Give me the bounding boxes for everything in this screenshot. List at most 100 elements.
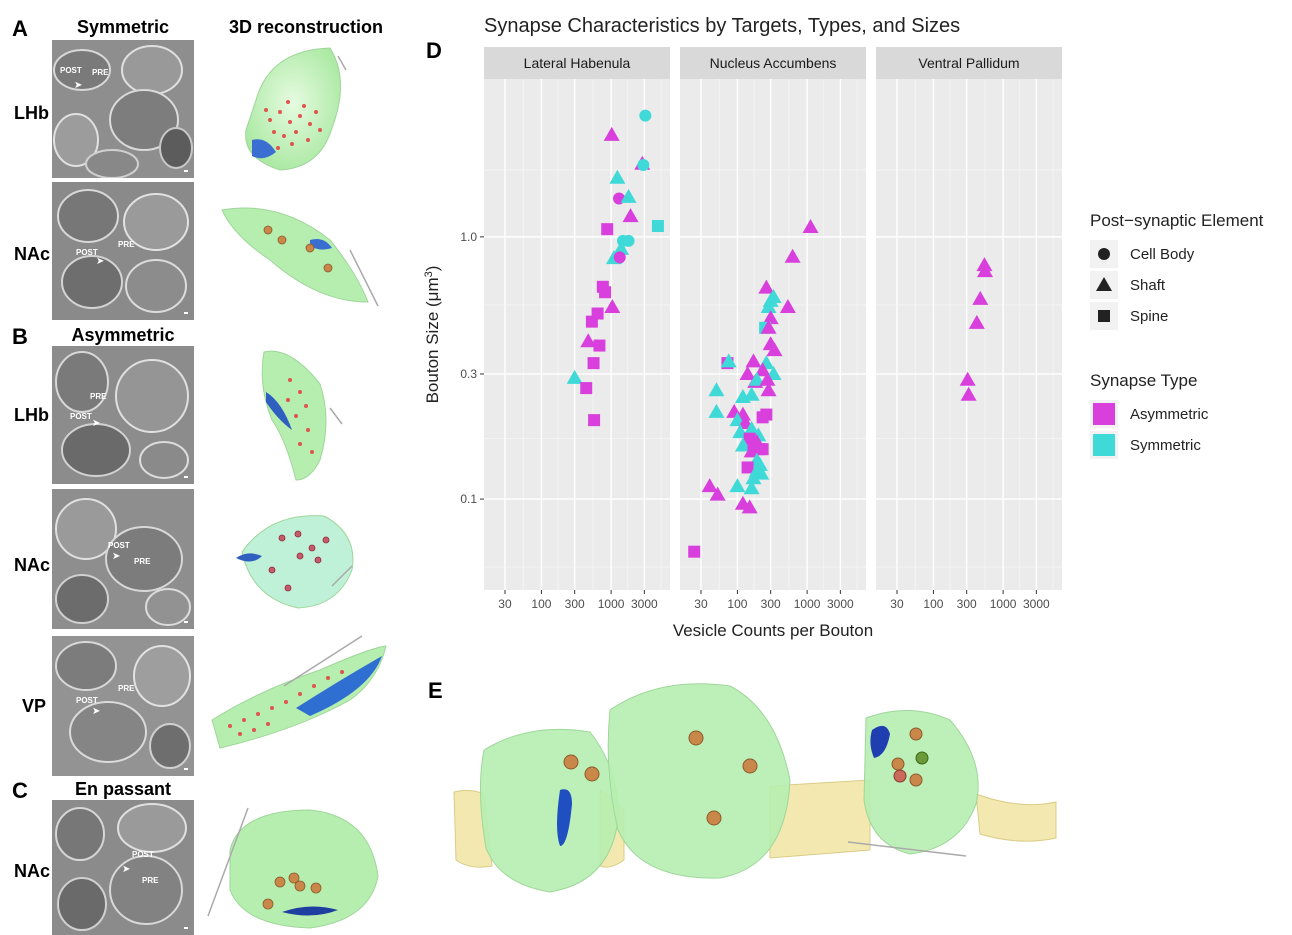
em-label-pre: PRE <box>92 68 109 77</box>
reconstruction-lhb-asymmetric <box>261 350 343 481</box>
bouton-1 <box>479 728 619 893</box>
x-tick-label: 300 <box>957 597 977 611</box>
em-micrograph-nac-symmetric: POST PRE ➤ <box>52 182 194 320</box>
data-point <box>760 382 777 397</box>
x-tick-label: 1000 <box>794 597 821 611</box>
scale-bar <box>184 927 188 929</box>
reconstruction-lhb-symmetric <box>245 47 347 171</box>
data-point <box>756 443 769 456</box>
em-texture <box>52 636 194 776</box>
data-point <box>620 188 637 203</box>
row-label-lhb-a: LHb <box>14 103 49 123</box>
em-label-pre: PRE <box>90 392 107 401</box>
x-tick-label: 30 <box>498 597 512 611</box>
data-point <box>741 461 754 474</box>
em-label-post: POST <box>108 541 130 550</box>
legend-label: Cell Body <box>1130 246 1195 263</box>
data-point <box>566 369 583 384</box>
row-label-vp-b: VP <box>22 696 47 716</box>
facet-label: Ventral Pallidum <box>918 55 1019 71</box>
data-point <box>739 365 756 380</box>
legend-shape-circle <box>1098 248 1110 260</box>
em-label-pre: PRE <box>134 557 151 566</box>
em-micrograph-nac-en-passant: POST PRE ➤ <box>52 800 194 935</box>
legend-label: Symmetric <box>1130 437 1201 454</box>
panel-letter-d: D <box>426 38 442 63</box>
data-points <box>566 109 994 558</box>
data-point <box>968 314 985 329</box>
data-point <box>748 371 765 386</box>
data-point <box>754 362 771 377</box>
y-tick-label: 1.0 <box>460 230 477 244</box>
reconstruction-nac-symmetric <box>221 207 379 307</box>
data-point <box>743 386 760 401</box>
em-arrow-icon: ➤ <box>92 418 101 429</box>
data-point <box>593 339 606 352</box>
vesicle-dots <box>262 872 322 910</box>
scale-bar <box>184 476 188 478</box>
data-point <box>580 333 597 348</box>
legend-color-swatch <box>1093 434 1115 456</box>
data-point <box>756 411 769 424</box>
data-point <box>753 465 770 480</box>
y-tick-label: 0.1 <box>460 492 477 506</box>
data-point <box>603 126 620 141</box>
vesicle-dots <box>228 670 344 736</box>
em-texture <box>52 346 194 484</box>
data-point <box>972 290 989 305</box>
em-label-pre: PRE <box>118 684 135 693</box>
em-arrow-icon: ➤ <box>112 551 121 562</box>
data-point <box>588 414 601 427</box>
legend-shape-triangle <box>1096 277 1112 291</box>
em-label-post: POST <box>76 248 98 257</box>
x-axis-label: Vesicle Counts per Bouton <box>673 621 873 640</box>
legend-color-swatch <box>1093 403 1115 425</box>
reconstruction-panel-e <box>453 683 1057 893</box>
x-tick-label: 3000 <box>1023 597 1050 611</box>
data-point <box>613 240 630 255</box>
data-point <box>743 480 760 495</box>
vesicle-dots <box>268 530 330 592</box>
x-tick-label: 1000 <box>990 597 1017 611</box>
column-heading-3d-reconstruction: 3D reconstruction <box>228 17 384 37</box>
data-point <box>708 403 725 418</box>
x-tick-label: 100 <box>923 597 943 611</box>
scatter-chart: Synapse Characteristics by Targets, Type… <box>423 15 1264 640</box>
bouton-3 <box>863 710 979 855</box>
data-point <box>734 437 751 452</box>
data-point <box>599 286 612 299</box>
em-label-pre: PRE <box>118 240 135 249</box>
facet-strip <box>876 47 1062 79</box>
data-point <box>688 545 701 558</box>
column-heading-en-passant: En passant <box>74 779 172 799</box>
legend-label: Spine <box>1130 308 1168 325</box>
panel-letter-e: E <box>428 678 443 703</box>
legend-label: Asymmetric <box>1130 406 1209 423</box>
data-point <box>784 248 801 263</box>
data-point <box>701 478 718 493</box>
data-point <box>779 299 796 314</box>
panel-letter-c: C <box>12 778 28 803</box>
facet-panel-bg <box>680 79 866 590</box>
data-point <box>613 251 626 264</box>
data-point <box>587 357 600 370</box>
row-label-nac-b: NAc <box>14 555 51 575</box>
facet-label: Nucleus Accumbens <box>710 55 837 71</box>
vesicle-dots <box>264 100 322 150</box>
scale-bar <box>184 768 188 770</box>
y-tick-label: 0.3 <box>460 367 477 381</box>
data-point <box>802 219 819 234</box>
facet-panel-bg <box>484 79 670 590</box>
chart-title: Synapse Characteristics by Targets, Type… <box>484 15 960 37</box>
em-label-post: POST <box>70 412 92 421</box>
row-label-nac-a: NAc <box>14 244 51 264</box>
data-point <box>977 263 994 278</box>
data-point <box>720 353 737 368</box>
data-point <box>745 470 762 485</box>
em-label-post: POST <box>76 696 98 705</box>
facet-strip <box>484 47 670 79</box>
data-point <box>637 158 650 171</box>
x-tick-label: 3000 <box>631 597 658 611</box>
x-tick-label: 100 <box>727 597 747 611</box>
data-point <box>762 310 779 325</box>
